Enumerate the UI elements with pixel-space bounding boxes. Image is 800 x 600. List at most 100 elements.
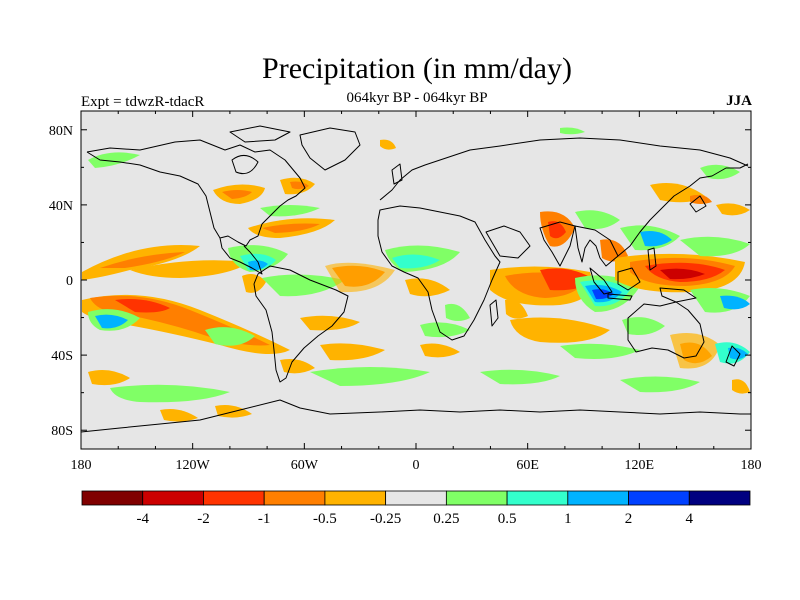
- figure-title: Precipitation (in mm/day): [262, 52, 572, 85]
- anomaly-patch: [445, 303, 470, 321]
- anomaly-patch: [100, 252, 185, 268]
- anomaly-patch: [690, 194, 712, 204]
- lon-tick-label: 180: [71, 458, 92, 473]
- anomaly-patch: [205, 327, 255, 346]
- lat-tick-label: 0: [66, 274, 73, 289]
- anomaly-patch: [600, 239, 628, 262]
- colorbar-swatch: [81, 490, 144, 506]
- anomaly-patch: [262, 223, 320, 233]
- anomaly-patch: [622, 317, 665, 335]
- coastline-philippines: [647, 247, 657, 271]
- anomaly-patch: [420, 343, 460, 358]
- anomaly-patch: [95, 314, 128, 329]
- coastline-africa: [377, 205, 501, 341]
- anomaly-patch: [392, 254, 440, 269]
- colorbar-swatch: [324, 490, 387, 506]
- colorbar-label: 0.5: [498, 511, 517, 527]
- anomaly-patch: [510, 317, 610, 343]
- coastline-southeast-asia: [574, 225, 619, 267]
- coastlines: [81, 125, 751, 433]
- anomaly-patch: [732, 379, 750, 394]
- coastline-antarctica: [81, 399, 751, 433]
- coastline-japan: [689, 195, 707, 213]
- anomaly-patch: [248, 260, 268, 271]
- lon-tick-label: 0: [413, 458, 420, 473]
- colorbar-swatch: [263, 490, 326, 506]
- anomaly-patch: [88, 152, 140, 168]
- coastline-india: [539, 221, 576, 267]
- colorbar-swatch: [203, 490, 265, 506]
- anomaly-patch: [480, 369, 560, 385]
- coastline-madagascar: [489, 299, 499, 327]
- coastline-north-america: [86, 139, 306, 275]
- lon-tick-label: 60W: [291, 458, 319, 473]
- lon-tick-label: 180: [741, 458, 762, 473]
- coastline-java: [607, 293, 633, 301]
- anomaly-patch: [325, 262, 395, 293]
- axis-tick-labels: 180 120W 60W 0 60E 120E 180 80N 40N 0 40S 80S: [49, 124, 762, 473]
- lat-tick-label: 80N: [49, 124, 73, 139]
- anomaly-patch: [260, 205, 320, 217]
- colorbar-label: -4: [136, 511, 149, 527]
- anomaly-patch: [720, 295, 750, 310]
- anomaly-patch: [680, 236, 750, 257]
- colorbar-swatch: [628, 490, 690, 506]
- anomaly-patch: [310, 367, 430, 386]
- coastline-west-america: [86, 151, 221, 239]
- colorbar-label: 0.25: [433, 511, 459, 527]
- coastline-arctic-islands: [229, 125, 291, 143]
- coastline-europe: [379, 137, 749, 201]
- experiment-label: Expt = tdwzR-tdacR: [81, 94, 205, 110]
- colorbar-label: -1: [258, 511, 271, 527]
- anomaly-patch: [380, 139, 396, 150]
- anomaly-patch: [115, 299, 170, 313]
- colorbar-label: 2: [625, 511, 633, 527]
- anomaly-patch: [716, 203, 750, 216]
- colorbar-swatch: [688, 490, 751, 506]
- colorbar-swatch: [445, 490, 508, 506]
- colorbar-label: 4: [686, 511, 694, 527]
- anomaly-patch: [620, 376, 700, 393]
- coastline-south-america: [253, 265, 349, 383]
- coastline-greenland: [299, 127, 361, 171]
- coastline-new-guinea: [659, 287, 697, 303]
- coastline-hudson-bay: [231, 155, 259, 175]
- anomaly-patch: [670, 332, 720, 369]
- anomaly-patch: [728, 347, 748, 360]
- anomaly-layer: [82, 127, 750, 422]
- coastline-british-isles: [391, 163, 403, 185]
- anomaly-patch: [300, 315, 360, 331]
- anomaly-patch: [160, 409, 198, 422]
- lat-tick-label: 40S: [51, 349, 73, 364]
- colorbar-label: -0.5: [313, 511, 337, 527]
- anomaly-patch: [88, 370, 130, 386]
- anomaly-patch: [575, 210, 620, 229]
- anomaly-patch: [640, 231, 672, 247]
- coastline-east-asia: [617, 163, 749, 257]
- anomaly-patch: [130, 260, 250, 278]
- colorbar-swatch: [567, 490, 629, 506]
- anomaly-patch: [320, 343, 385, 361]
- coastline-sumatra: [589, 267, 613, 295]
- coastline-borneo: [617, 267, 641, 291]
- lat-tick-label: 40N: [49, 199, 73, 214]
- colorbar-swatch: [142, 490, 204, 506]
- anomaly-patch: [262, 274, 345, 297]
- anomaly-patch: [405, 278, 450, 297]
- colorbar-swatch: [506, 490, 569, 506]
- anomaly-patch: [222, 190, 252, 199]
- coastline-new-zealand: [725, 345, 741, 367]
- anomaly-patch: [548, 221, 566, 239]
- anomaly-patch: [660, 268, 705, 280]
- anomaly-patch: [420, 322, 470, 338]
- anomaly-patch: [110, 384, 230, 403]
- lat-tick-label: 80S: [51, 424, 73, 439]
- anomaly-patch: [505, 299, 528, 319]
- colorbar-label: -0.25: [370, 511, 401, 527]
- colorbar: -4 -2 -1 -0.5 -0.25 0.25 0.5 1 2 4: [81, 490, 751, 527]
- anomaly-patch: [560, 127, 585, 135]
- lon-tick-label: 120E: [625, 458, 655, 473]
- coastline-australia: [627, 301, 705, 359]
